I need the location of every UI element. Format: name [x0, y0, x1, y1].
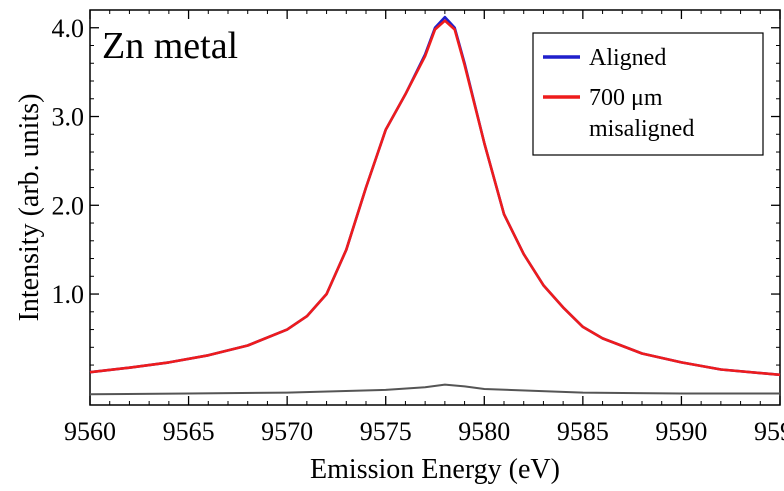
- series-line-1: [89, 19, 781, 377]
- legend-label-misaligned-line2: misaligned: [589, 116, 694, 142]
- y-axis-label: Intensity (arb. units): [14, 94, 45, 322]
- y-tick-label-2: 3.0: [52, 103, 85, 132]
- x-tick-label-0: 9560: [64, 417, 116, 446]
- x-tick-label-3: 9575: [360, 417, 412, 446]
- y-tick-label-3: 4.0: [52, 14, 85, 43]
- x-tick-label-1: 9565: [163, 417, 215, 446]
- x-tick-label-7: 9595: [754, 417, 784, 446]
- y-tick-label-0: 1.0: [52, 280, 85, 309]
- plot-frame: [89, 9, 781, 406]
- ticks: 9560 9565 9570 9575 9580 9585 9590 9595 1.0 2.0 3.…: [52, 10, 784, 446]
- legend: Aligned 700 μm misaligned: [532, 32, 764, 156]
- series-group: [89, 15, 781, 396]
- legend-label-aligned: Aligned: [589, 45, 666, 71]
- x-tick-label-2: 9570: [261, 417, 313, 446]
- chart-annotation: Zn metal: [102, 25, 238, 67]
- series-line-2: [89, 383, 780, 396]
- x-tick-label-4: 9580: [458, 417, 510, 446]
- x-axis-label: Emission Energy (eV): [310, 454, 560, 485]
- x-tick-label-5: 9585: [557, 417, 609, 446]
- x-tick-label-6: 9590: [655, 417, 707, 446]
- legend-box: [532, 32, 764, 156]
- y-tick-label-1: 2.0: [52, 191, 85, 220]
- legend-label-misaligned: 700 μm: [589, 85, 663, 111]
